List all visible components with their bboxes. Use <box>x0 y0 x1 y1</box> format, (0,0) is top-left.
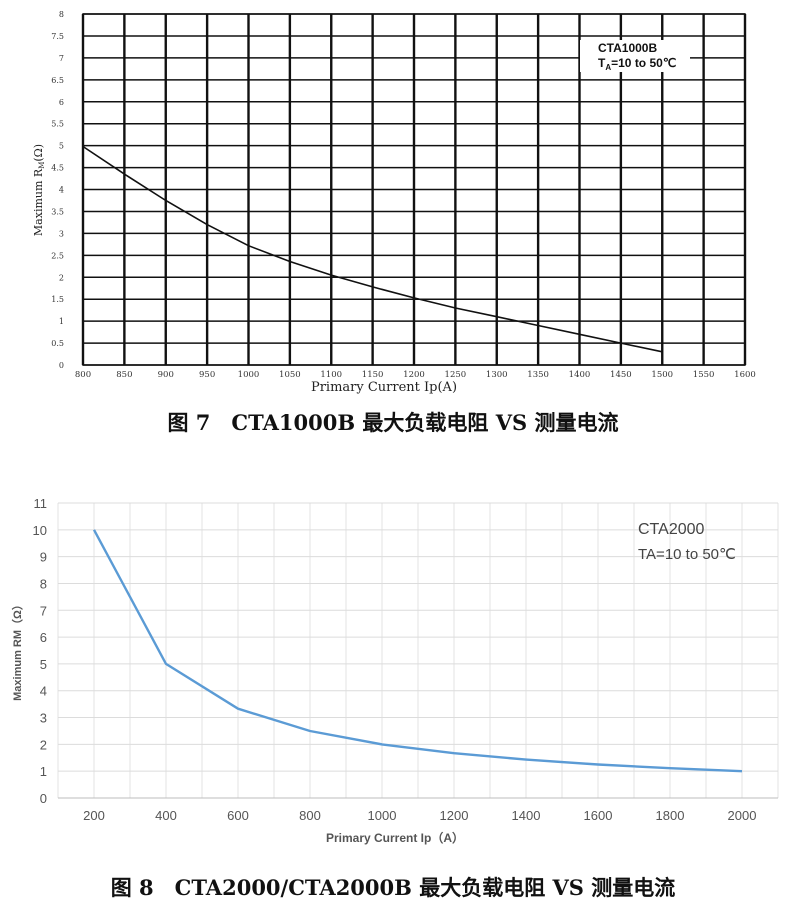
annotation-temp-prefix: T <box>598 56 606 70</box>
x-tick-label: 950 <box>199 370 215 380</box>
x-tick-label: 1200 <box>440 808 469 823</box>
series-line <box>92 529 743 773</box>
x-tick-label: 800 <box>75 370 91 380</box>
x-tick-label: 1050 <box>279 370 301 380</box>
x-tick-label: 1000 <box>368 808 397 823</box>
x-tick-label: 600 <box>227 808 249 823</box>
y-tick-label: 11 <box>34 496 48 511</box>
y-tick-label: 4 <box>59 186 64 195</box>
annotation-model: CTA2000 <box>638 521 705 538</box>
y-tick-label: 5 <box>40 657 47 672</box>
x-tick-label: 1400 <box>512 808 541 823</box>
x-tick-label: 1600 <box>584 808 613 823</box>
series-line <box>82 145 663 353</box>
y-tick-label: 7.5 <box>51 32 64 41</box>
y-tick-label: 0 <box>59 361 64 370</box>
chart-cta2000: 0 1 2 3 4 5 6 7 8 9 10 11 200 400 600 800 1000 1200 1400 16… <box>11 496 779 845</box>
y-tick-label: 6 <box>59 98 64 107</box>
y-tick-label: 5.5 <box>51 120 64 129</box>
x-tick-label: 1150 <box>362 370 384 380</box>
y-tick-label: 1 <box>59 317 64 326</box>
y-axis-label: Maximum RM（Ω） <box>11 599 24 701</box>
y-tick-label: 0.5 <box>51 339 64 348</box>
y-tick-label: 9 <box>40 550 47 565</box>
x-tick-label: 900 <box>158 370 174 380</box>
x-tick-label: 1500 <box>651 370 673 380</box>
figure-7-caption: 图 7 CTA1000B 最大负载电阻 VS 测量电流 <box>167 410 619 435</box>
annotation-model: CTA1000B <box>598 41 657 55</box>
x-tick-label: 400 <box>155 808 177 823</box>
y-tick-label: 3 <box>59 229 64 238</box>
y-axis-label-sub: M <box>38 162 46 169</box>
annotation-temperature: TA=10 to 50℃ <box>598 56 676 72</box>
chart-cta1000b: 0 0.5 1 1.5 2 2.5 3 3.5 4 4.5 5 5.5 6 6.5 7 7.5 8 800 850 9… <box>32 10 756 395</box>
y-tick-label: 3.5 <box>51 207 64 216</box>
x-tick-label: 1600 <box>734 370 756 380</box>
x-tick-label: 1100 <box>320 370 342 380</box>
figure-8-caption: 图 8 CTA2000/CTA2000B 最大负载电阻 VS 测量电流 <box>110 875 676 900</box>
y-axis-label-main: Maximum R <box>32 168 45 236</box>
y-tick-label: 7 <box>40 603 47 618</box>
x-tick-label: 1550 <box>693 370 715 380</box>
y-axis-label: Maximum RM(Ω) <box>32 144 46 236</box>
x-axis-label: Primary Current Ip（A） <box>326 830 464 845</box>
x-axis-label: Primary Current Ip(A) <box>311 380 457 395</box>
y-tick-label: 8 <box>59 10 64 19</box>
x-tick-label: 1450 <box>610 370 632 380</box>
annotation-temperature: TA=10 to 50℃ <box>638 546 736 563</box>
y-tick-label: 2.5 <box>51 251 64 260</box>
y-tick-label: 1 <box>40 764 47 779</box>
y-tick-label: 6.5 <box>51 76 64 85</box>
y-axis-label-unit: (Ω) <box>32 144 45 162</box>
x-tick-label: 800 <box>299 808 321 823</box>
x-tick-label: 1250 <box>445 370 467 380</box>
y-tick-label: 6 <box>40 630 47 645</box>
x-tick-label: 1300 <box>486 370 508 380</box>
y-tick-label: 4.5 <box>51 164 64 173</box>
y-tick-label: 7 <box>59 54 64 63</box>
annotation-temp-range: =10 to 50℃ <box>611 56 676 70</box>
y-tick-label: 3 <box>40 711 47 726</box>
y-tick-label: 2 <box>40 737 47 752</box>
annotation-box <box>580 40 690 72</box>
x-tick-label: 1200 <box>403 370 425 380</box>
x-tick-label: 200 <box>83 808 105 823</box>
y-tick-label: 8 <box>40 576 47 591</box>
x-tick-label: 1000 <box>238 370 260 380</box>
annotation-temp-subscript: A <box>605 63 611 72</box>
y-tick-label: 0 <box>40 791 47 806</box>
y-tick-label: 2 <box>59 273 64 282</box>
x-tick-label: 2000 <box>728 808 757 823</box>
x-tick-label: 1400 <box>569 370 591 380</box>
x-tick-label: 1800 <box>656 808 685 823</box>
y-tick-label: 4 <box>40 684 47 699</box>
y-tick-label: 5 <box>59 142 64 151</box>
y-tick-label: 1.5 <box>51 295 64 304</box>
x-tick-label: 850 <box>116 370 132 380</box>
y-tick-label: 10 <box>33 523 47 538</box>
x-tick-label: 1350 <box>527 370 549 380</box>
